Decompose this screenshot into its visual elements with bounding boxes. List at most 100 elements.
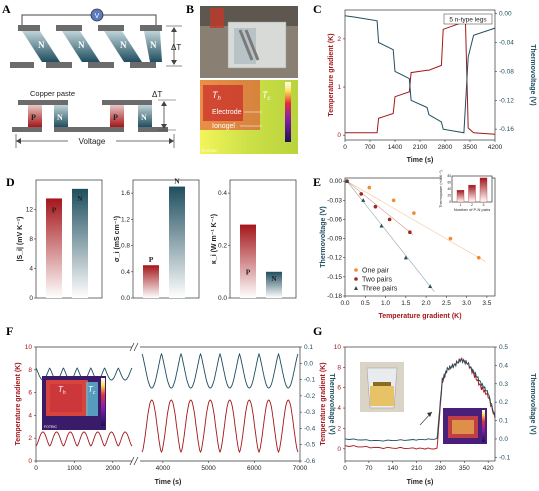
y-tick-label: -0.15 <box>327 274 342 281</box>
y-left-tick-label: 0 <box>28 458 32 465</box>
data-point-two-pairs <box>359 192 364 196</box>
subplot-frame <box>229 179 297 299</box>
y-left-tick-label: 2 <box>28 435 32 442</box>
plot-frame <box>344 9 496 141</box>
x-tick-label: 4000 <box>156 465 171 472</box>
inset-y-tick-label: 80 <box>447 174 451 178</box>
svg-text:P: P <box>113 113 118 122</box>
voltage-label: Voltage <box>79 137 106 146</box>
x-tick-label: 210 <box>411 465 422 472</box>
x-tick-label: 0 <box>34 465 38 472</box>
x-tick-label: 1.5 <box>401 300 410 307</box>
legend-marker-two <box>354 277 358 281</box>
svg-text:V: V <box>95 13 100 20</box>
y-axis-left-label: Temperature gradient (K) <box>320 362 327 445</box>
voltmeter-icon <box>90 8 104 22</box>
data-point-three-pairs <box>379 223 384 228</box>
x-tick-label: 140 <box>387 465 398 472</box>
th-label: Th <box>212 90 222 102</box>
leg-label: N <box>120 40 127 50</box>
data-point-one-pair <box>367 185 372 190</box>
y-right-tick-label: -0.5 <box>304 442 316 449</box>
leg-label: N <box>150 40 157 50</box>
inset-y-tick-label: 40 <box>447 187 451 191</box>
y-tick-label: -0.03 <box>327 197 342 204</box>
x-axis-label: Time (s) <box>155 479 182 486</box>
subplot-frame <box>35 179 103 299</box>
y-tick-label: 0.8 <box>121 243 130 250</box>
y-right-tick-label: 0.0 <box>499 436 508 443</box>
data-point-one-pair <box>412 211 416 215</box>
y-right-tick-label: 0.4 <box>499 362 508 369</box>
y-axis-right-label: Thermovoltage (V) <box>529 44 536 105</box>
x-tick-label: 0.0 <box>340 300 349 307</box>
svg-text:ΔT: ΔT <box>152 90 162 99</box>
y-left-tick-label: 4 <box>337 405 341 412</box>
y-tick-label: 12 <box>26 207 34 214</box>
y-tick-label: 0.2 <box>218 243 227 250</box>
x-tick-label: 2800 <box>438 144 453 151</box>
y-right-tick-label: 0.3 <box>499 381 508 388</box>
svg-text:N: N <box>57 113 63 122</box>
data-point-two-pairs <box>408 230 412 235</box>
y-left-tick-label: 4 <box>28 412 32 419</box>
x-axis-label: Time (s) <box>407 157 434 164</box>
bar-label: N <box>77 194 83 203</box>
bar-n <box>266 271 282 298</box>
delta-t-label: ΔT <box>171 43 181 52</box>
data-point-one-pair <box>391 198 396 203</box>
x-tick-label: 420 <box>483 465 494 472</box>
y-tick-label: 0.00 <box>329 178 342 185</box>
x-tick-label: 6000 <box>247 465 262 472</box>
legend-marker-one <box>354 268 358 272</box>
bar-p <box>143 265 159 298</box>
panel-d-bars: 0 4 8 12 P N 0.0 0.4 0.8 1.2 1.6 P N 0.0 0.2 0.4 P N |S_i… <box>17 177 297 302</box>
y-tick-label: 8 <box>29 236 33 243</box>
temperature-series <box>141 399 299 454</box>
y-tick-label: 0.4 <box>121 269 130 276</box>
y-left-tick-label: 2 <box>337 425 341 432</box>
y-left-tick-label: 10 <box>25 344 33 351</box>
panel-letter-e: E <box>313 175 321 189</box>
x-tick-label: 2000 <box>106 465 121 472</box>
y-right-tick-label: 0.5 <box>499 344 508 351</box>
y-tick-label: -0.12 <box>327 255 342 262</box>
inset-x-tick-label: 2 <box>471 203 473 207</box>
panel-letter-f: F <box>6 324 13 338</box>
plot-frame <box>344 177 496 297</box>
y-tick-label: 4 <box>29 266 33 273</box>
x-tick-label: 700 <box>365 144 376 151</box>
panel-letter-d: D <box>6 175 15 189</box>
y-tick-label: 0.0 <box>218 295 227 302</box>
data-point-three-pairs <box>361 198 366 202</box>
data-point-one-pair <box>476 255 481 260</box>
x-axis-label: Time (s) <box>407 479 434 486</box>
y-right-tick-label: 0.1 <box>499 418 508 425</box>
y-right-tick-label: -0.4 <box>304 425 316 432</box>
y-right-tick-label: -0.6 <box>304 458 316 465</box>
leg-label: N <box>38 40 45 50</box>
y-tick-label: -0.09 <box>327 236 342 243</box>
voltage-series <box>344 358 496 442</box>
panel-g-chart: 0 70 140 210 280 350 420 0 2 4 6 8 10 0.5 0.4 0.3 0.2 0.1… <box>320 344 536 486</box>
y-axis-label: Thermovoltage (V) <box>320 206 327 267</box>
y-tick-label: 0.4 <box>218 190 227 197</box>
inset-x-tick-label: 1 <box>460 203 462 207</box>
y-right-tick-label: 0.1 <box>304 344 313 351</box>
x-tick-label: 0.5 <box>361 300 370 307</box>
y-tick-label: 0 <box>29 295 33 302</box>
y-left-tick-label: 2 <box>337 36 341 43</box>
inset-bar <box>468 184 476 203</box>
y-right-tick-label: 0.0 <box>304 360 313 367</box>
y-left-tick-label: 1 <box>337 84 341 91</box>
y-right-tick-label: -0.16 <box>499 126 514 133</box>
y-left-tick-label: 8 <box>337 364 341 371</box>
fit-line <box>346 181 435 292</box>
svg-text:P: P <box>31 113 36 122</box>
data-point-one-pair <box>448 236 453 241</box>
panel-a-schematic: V N N N N ΔT Copper paste P <box>10 8 182 148</box>
panel-letter-c: C <box>313 2 322 16</box>
y-left-tick-label: 10 <box>334 344 342 351</box>
temperature-series <box>345 17 496 135</box>
legend-one-pair: One pair <box>362 268 390 275</box>
